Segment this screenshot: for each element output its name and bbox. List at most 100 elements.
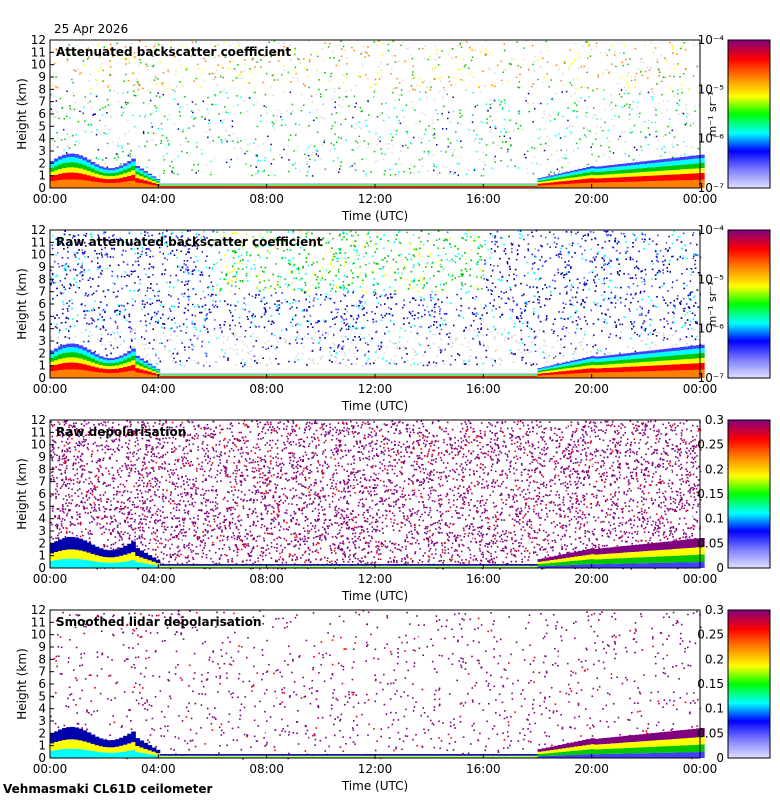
speckle [609, 150, 611, 153]
speckle [243, 70, 245, 72]
speckle [123, 276, 126, 278]
aerosol-layer [180, 184, 185, 185]
aerosol-layer [586, 169, 591, 173]
speckle [100, 67, 102, 69]
speckle [51, 111, 53, 113]
speckle [410, 54, 412, 56]
speckle [196, 146, 198, 148]
aerosol-layer [82, 160, 88, 165]
speckle [434, 67, 437, 70]
aerosol-layer [135, 165, 140, 169]
speckle [392, 91, 394, 94]
speckle [132, 90, 135, 92]
speckle [365, 119, 367, 122]
speckle [137, 88, 140, 91]
speckle [196, 141, 198, 144]
aerosol-layer [74, 179, 80, 188]
speckle [329, 43, 331, 45]
speckle [52, 84, 54, 86]
speckle [454, 84, 457, 86]
aerosol-layer [204, 186, 210, 187]
speckle [226, 140, 228, 143]
speckle [385, 102, 387, 104]
speckle [386, 63, 389, 66]
speckle [517, 167, 520, 169]
speckle [125, 73, 127, 76]
aerosol-layer [370, 185, 376, 186]
speckle [68, 54, 70, 57]
aerosol-layer [476, 186, 482, 187]
aerosol-layer [139, 176, 145, 180]
aerosol-layer [659, 159, 665, 163]
speckle [158, 50, 160, 52]
speckle [137, 252, 139, 254]
aerosol-layer [484, 184, 490, 185]
speckle [340, 161, 343, 163]
speckle [387, 143, 390, 145]
speckle [490, 128, 492, 131]
speckle [546, 73, 549, 75]
chart-panel-1: Attenuated backscatter coefficient012345… [15, 33, 771, 223]
aerosol-layer [94, 173, 100, 178]
speckle [677, 92, 679, 95]
aerosol-layer [513, 184, 518, 185]
speckle [403, 171, 405, 173]
aerosol-layer [525, 184, 530, 185]
speckle [209, 128, 211, 131]
speckle [68, 53, 71, 55]
speckle [587, 44, 590, 47]
aerosol-layer [224, 186, 230, 187]
speckle [494, 161, 496, 163]
speckle [376, 160, 379, 162]
aerosol-layer [236, 186, 242, 187]
speckle [451, 48, 454, 50]
speckle [276, 115, 278, 117]
aerosol-layer [240, 186, 246, 187]
speckle [125, 103, 128, 106]
speckle [457, 253, 460, 255]
aerosol-layer [639, 181, 644, 188]
speckle [604, 121, 606, 124]
speckle [468, 169, 470, 171]
aerosol-layer [70, 172, 75, 180]
y-tick-label: 1 [38, 169, 46, 183]
speckle [490, 252, 493, 254]
speckle [645, 136, 647, 139]
aerosol-layer [667, 165, 673, 171]
speckle [195, 41, 197, 43]
aerosol-layer [74, 157, 80, 163]
aerosol-layer [553, 179, 559, 182]
speckle [610, 101, 613, 104]
aerosol-layer [395, 186, 400, 187]
speckle [569, 49, 571, 51]
speckle [155, 110, 157, 113]
aerosol-layer [212, 184, 218, 185]
speckle [354, 106, 356, 108]
speckle [522, 129, 524, 131]
speckle [560, 149, 562, 152]
speckle [537, 78, 539, 81]
speckle [628, 155, 630, 157]
speckle [391, 55, 394, 57]
speckle [310, 144, 312, 147]
speckle [252, 92, 255, 94]
speckle [354, 127, 356, 130]
aerosol-layer [119, 177, 124, 183]
aerosol-layer [350, 184, 356, 185]
speckle [658, 102, 660, 105]
aerosol-layer [310, 184, 315, 185]
speckle [334, 121, 336, 124]
aerosol-layer [505, 184, 510, 186]
speckle [130, 150, 132, 152]
speckle [159, 174, 161, 177]
speckle [565, 157, 567, 160]
aerosol-layer [484, 184, 490, 186]
speckle [619, 323, 621, 326]
speckle [65, 152, 68, 154]
aerosol-layer [594, 178, 600, 183]
speckle [421, 112, 424, 114]
aerosol-layer [346, 184, 352, 185]
aerosol-layer [70, 162, 75, 168]
speckle [323, 139, 326, 142]
speckle [349, 314, 352, 317]
